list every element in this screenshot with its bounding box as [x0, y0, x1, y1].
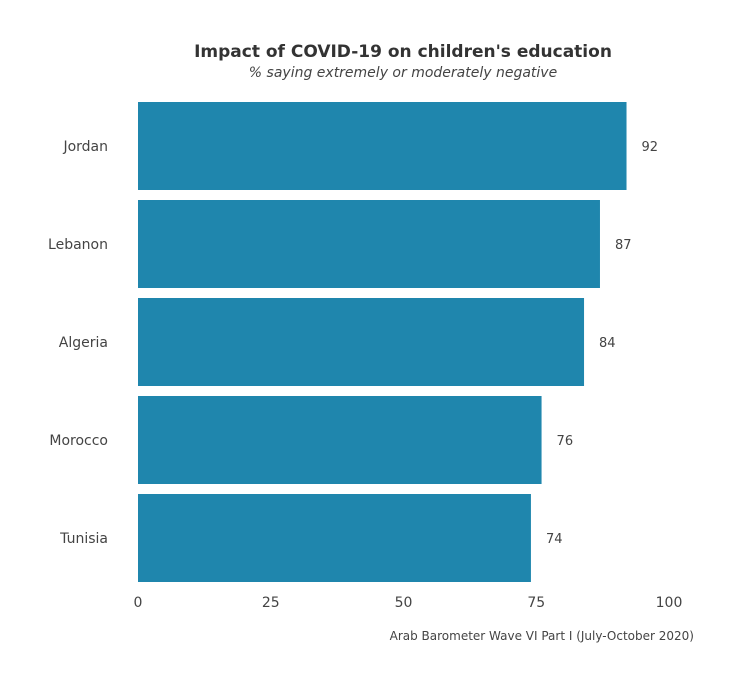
- category-label-tunisia: Tunisia: [59, 531, 108, 547]
- bar-tunisia: [138, 494, 531, 582]
- bar-lebanon: [138, 200, 600, 288]
- category-label-algeria: Algeria: [59, 335, 108, 351]
- category-labels: Jordan Lebanon Algeria Morocco Tunisia: [48, 139, 108, 547]
- bar-jordan: [138, 102, 627, 190]
- category-label-jordan: Jordan: [62, 139, 108, 155]
- category-label-morocco: Morocco: [49, 433, 108, 449]
- x-tick-100: 100: [656, 595, 683, 611]
- data-labels: 92 87 84 76 74: [546, 140, 658, 547]
- chart-caption: Arab Barometer Wave VI Part I (July-Octo…: [390, 629, 694, 643]
- bar-algeria: [138, 298, 585, 386]
- x-tick-75: 75: [527, 595, 545, 611]
- data-label-algeria: 84: [599, 336, 616, 351]
- category-label-lebanon: Lebanon: [48, 237, 108, 253]
- x-tick-25: 25: [262, 595, 280, 611]
- chart-subtitle: % saying extremely or moderately negativ…: [249, 65, 557, 81]
- x-tick-50: 50: [395, 595, 413, 611]
- chart-title: Impact of COVID-19 on children's educati…: [194, 42, 612, 62]
- x-tick-0: 0: [134, 595, 143, 611]
- bars-layer: [138, 102, 627, 582]
- data-label-lebanon: 87: [615, 238, 632, 253]
- data-label-jordan: 92: [642, 140, 659, 155]
- x-axis-ticks: 0 25 50 75 100: [134, 595, 683, 611]
- bar-morocco: [138, 396, 542, 484]
- data-label-morocco: 76: [557, 434, 574, 449]
- data-label-tunisia: 74: [546, 532, 563, 547]
